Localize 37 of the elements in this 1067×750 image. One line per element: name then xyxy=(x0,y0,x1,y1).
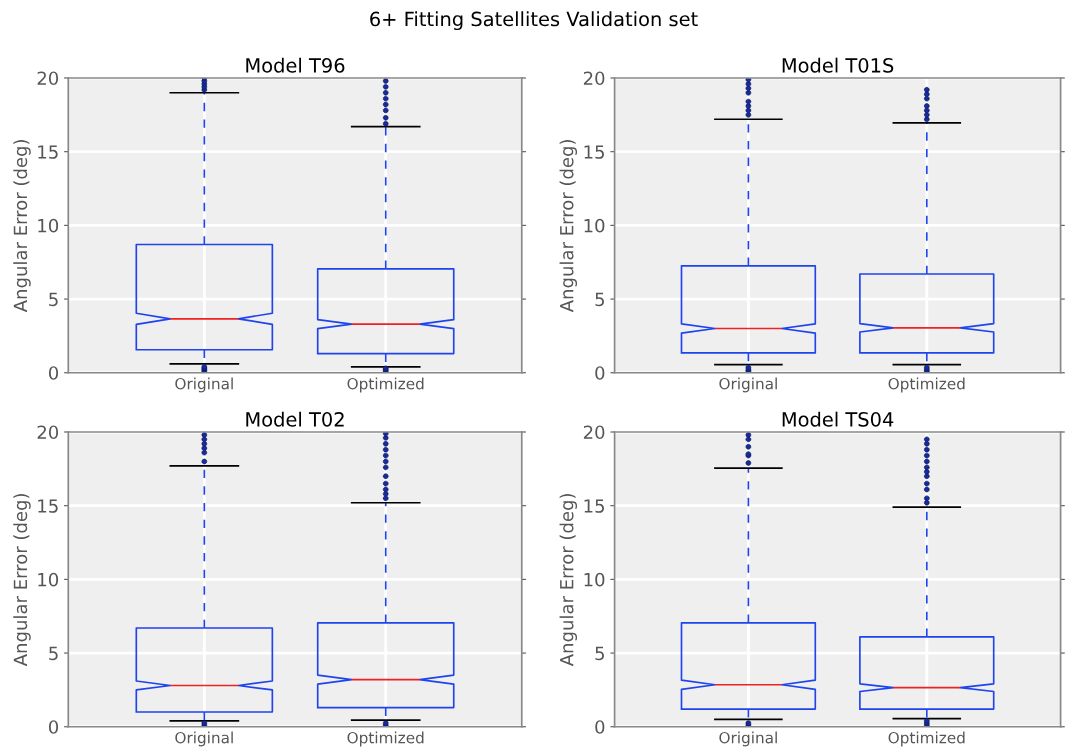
y-tick-label: 5 xyxy=(49,646,58,661)
y-tick-label: 20 xyxy=(37,71,59,86)
y-tick-label: 15 xyxy=(584,499,604,513)
y-axis-title: Angular Error (deg) xyxy=(13,140,31,313)
y-axis-title: Angular Error (deg) xyxy=(559,140,578,313)
y-tick-label: 20 xyxy=(37,425,59,440)
y-tick-label: 10 xyxy=(38,572,59,587)
chart-title: 6+ Fitting Satellites Validation set xyxy=(370,11,698,31)
y-tick-label: 0 xyxy=(595,720,605,734)
y-tick-label: 15 xyxy=(38,145,58,159)
y-tick-label: 15 xyxy=(38,499,58,513)
y-tick-label: 5 xyxy=(49,292,58,307)
chart-subtitle: Model T96 xyxy=(246,57,345,73)
y-tick-label: 0 xyxy=(595,366,605,380)
y-axis-title: Angular Error (deg) xyxy=(13,494,31,667)
x-tick-label: Optimized xyxy=(347,377,424,393)
chart-title: Model TS04 xyxy=(782,411,894,427)
y-tick-label: 10 xyxy=(584,218,605,233)
chart-title: Model T02 xyxy=(246,411,344,427)
x-tick-label: Original xyxy=(719,377,777,393)
y-tick-label: 5 xyxy=(595,646,604,661)
y-tick-label: 20 xyxy=(583,71,605,86)
y-axis-title: Angular Error (deg) xyxy=(559,494,578,667)
x-tick-label: Optimized xyxy=(888,377,965,393)
y-tick-label: 10 xyxy=(584,572,605,587)
x-tick-label: Original xyxy=(175,731,233,747)
x-tick-label: Original xyxy=(175,377,233,393)
y-tick-label: 10 xyxy=(38,218,59,233)
y-tick-label: 0 xyxy=(48,366,59,380)
x-tick-label: Optimized xyxy=(347,731,424,747)
y-tick-label: 20 xyxy=(583,425,605,440)
y-tick-label: 0 xyxy=(48,720,59,734)
chart-title: Model T01S xyxy=(782,57,894,73)
x-tick-label: Original xyxy=(719,731,777,747)
x-tick-label: Optimized xyxy=(888,731,965,747)
y-tick-label: 5 xyxy=(595,292,604,307)
y-tick-label: 15 xyxy=(584,145,604,159)
